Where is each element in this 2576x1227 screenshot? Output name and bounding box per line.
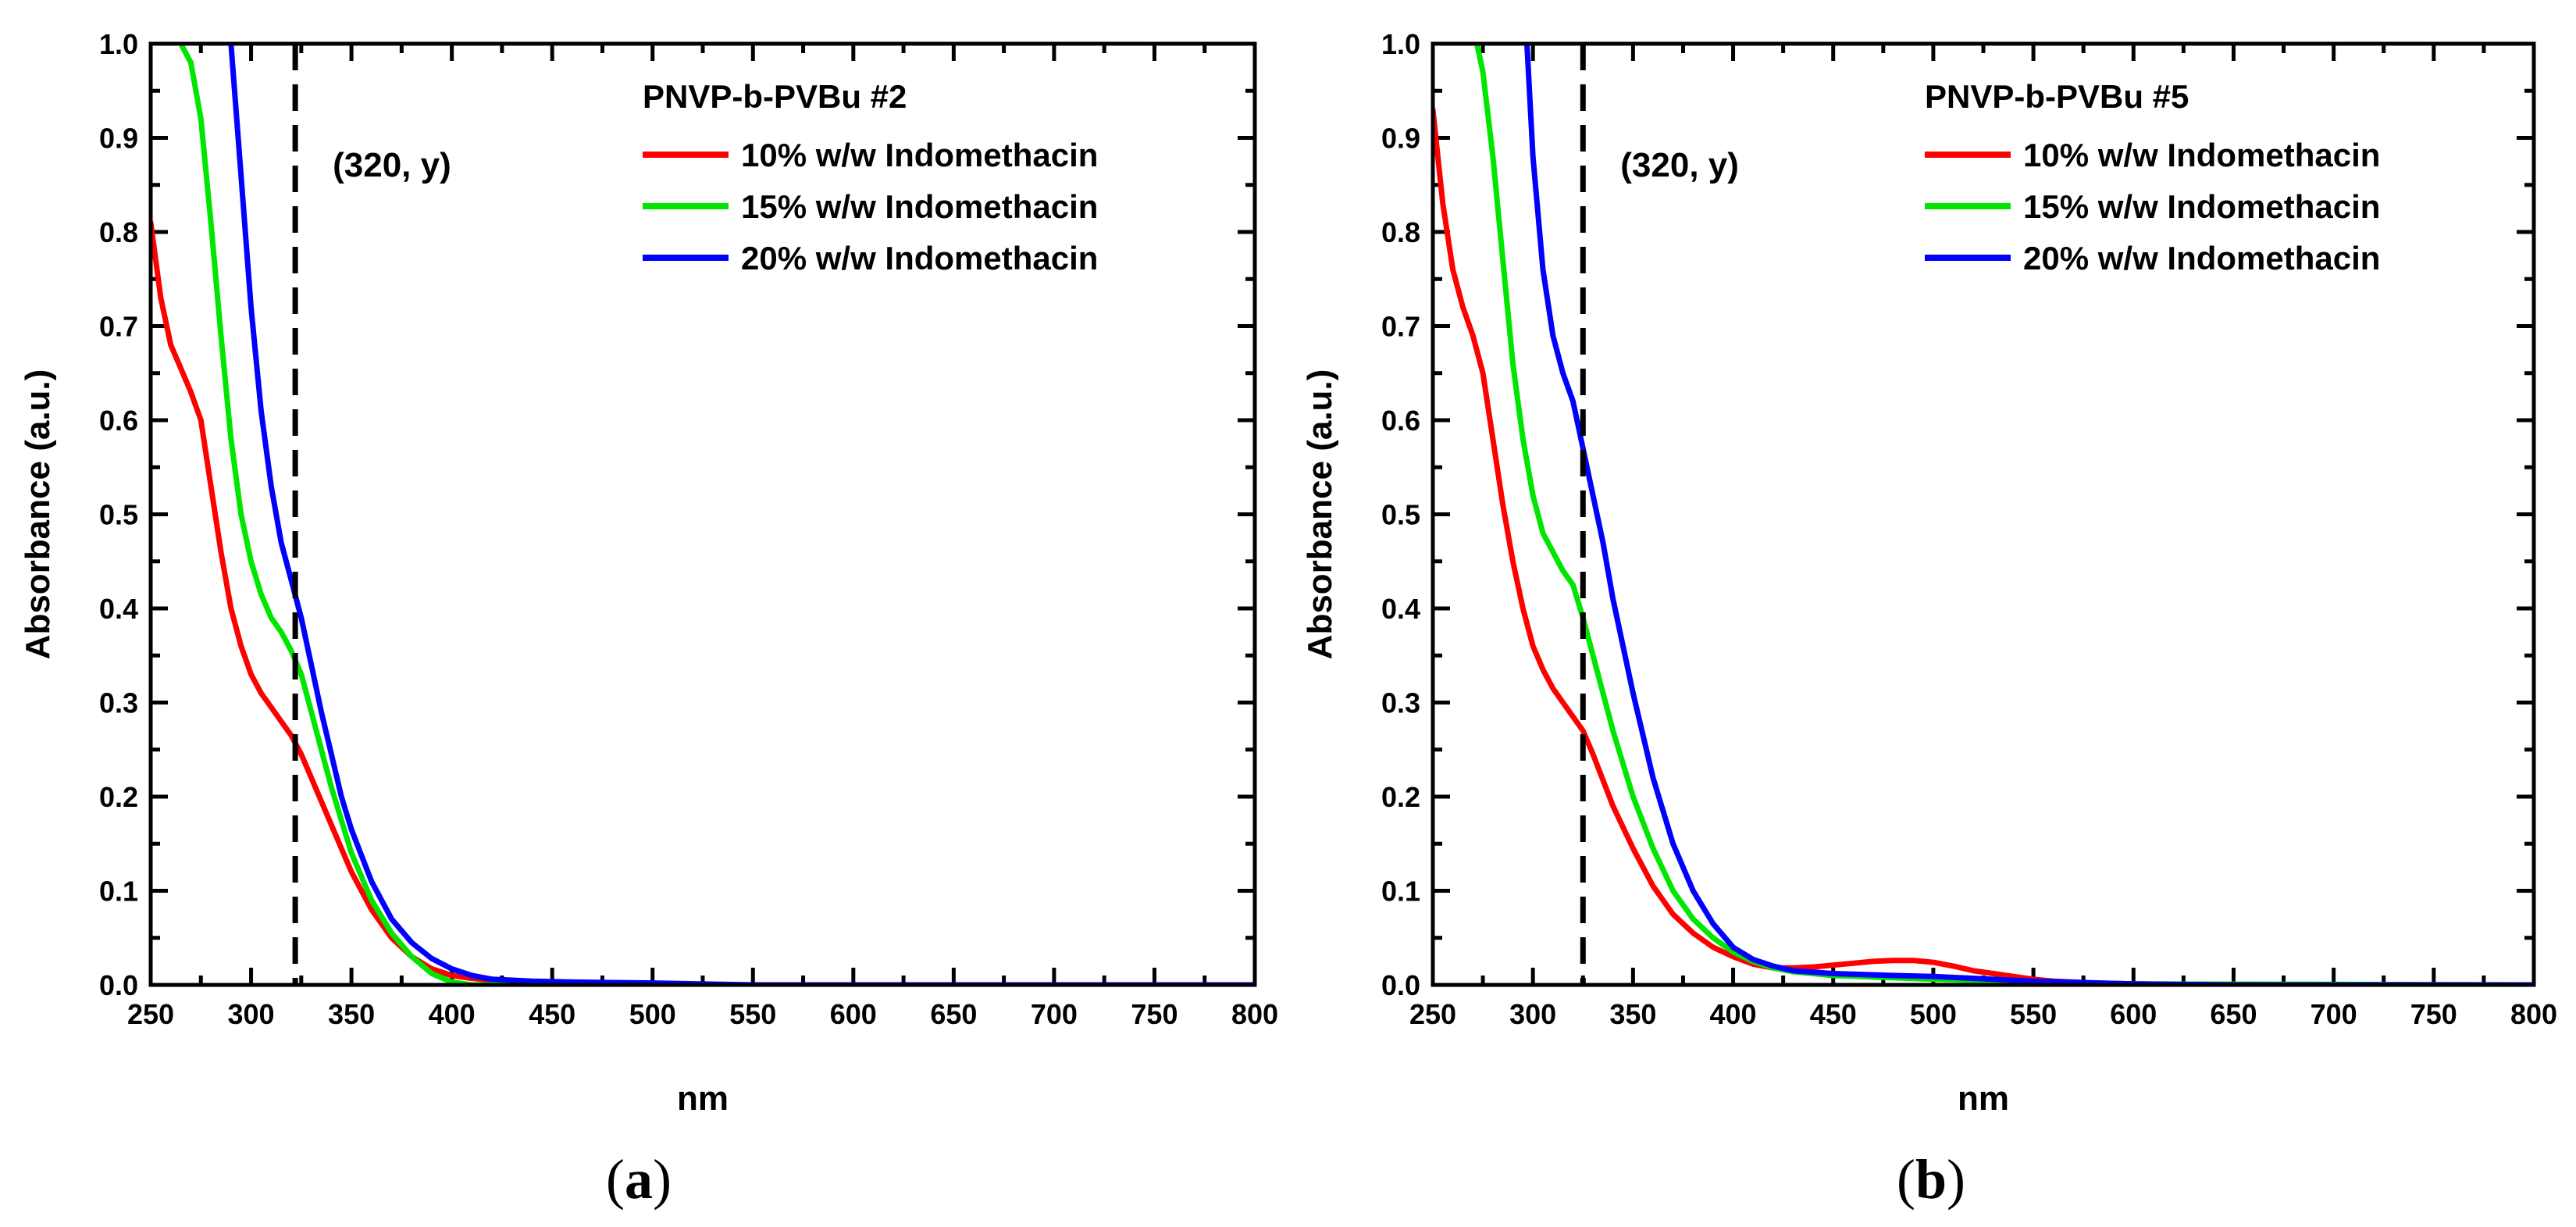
y-tick-label: 0.9 (1381, 123, 1420, 155)
y-tick-label: 0.7 (99, 311, 138, 343)
x-tick-label: 650 (930, 998, 977, 1030)
annotation-label: (320, y) (333, 146, 451, 184)
y-tick-label: 0.2 (1381, 781, 1420, 813)
x-tick-label: 400 (429, 998, 476, 1030)
series-line (1524, 44, 2534, 985)
y-tick-label: 0.7 (1381, 311, 1420, 343)
x-tick-label: 700 (2311, 998, 2357, 1030)
chart-panel-b: 250 300 350 400 450 500 550 600 650 700 750 800 0.0 0… (1301, 28, 2557, 1118)
caption-close-paren: ) (1947, 1148, 1965, 1211)
y-tick-label: 0.5 (1381, 499, 1420, 531)
y-tick-label: 0.4 (99, 593, 138, 625)
x-tick-label: 300 (228, 998, 275, 1030)
x-tick-label: 600 (2110, 998, 2157, 1030)
x-tick-label: 250 (127, 998, 174, 1030)
x-tick-label: 500 (629, 998, 676, 1030)
y-tick-label: 0.0 (99, 969, 138, 1001)
x-tick-label: 450 (529, 998, 575, 1030)
y-tick-label: 0.6 (1381, 405, 1420, 437)
y-axis-title: Absorbance (a.u.) (19, 369, 57, 660)
legend-title: PNVP-b-PVBu #2 (643, 78, 907, 115)
y-tick-label: 1.0 (1381, 28, 1420, 60)
y-tick-label: 0.8 (99, 216, 138, 248)
caption-letter: a (625, 1148, 653, 1211)
y-tick-label: 0.0 (1381, 969, 1420, 1001)
x-tick-label: 750 (2410, 998, 2457, 1030)
x-tick-label: 400 (1710, 998, 1757, 1030)
x-tick-label: 650 (2210, 998, 2257, 1030)
y-tick-label: 0.6 (99, 405, 138, 437)
legend-label: 10% w/w Indomethacin (2023, 137, 2380, 173)
y-tick-label: 0.1 (99, 876, 138, 908)
x-tick-label: 550 (2010, 998, 2057, 1030)
y-axis-title: Absorbance (a.u.) (1301, 369, 1339, 660)
plot-frame (148, 41, 1257, 987)
legend-label: 20% w/w Indomethacin (2023, 240, 2380, 276)
series-line (151, 219, 1255, 985)
chart-panel-a: 250 300 350 400 450 500 550 600 650 700 750 800 0.0 0… (19, 28, 1278, 1118)
y-tick-label: 0.9 (99, 123, 138, 155)
x-tick-label: 600 (830, 998, 877, 1030)
x-tick-label: 450 (1810, 998, 1857, 1030)
legend-label: 15% w/w Indomethacin (2023, 188, 2380, 225)
x-tick-label: 700 (1031, 998, 1078, 1030)
x-tick-label: 800 (1231, 998, 1278, 1030)
x-tick-label: 500 (1910, 998, 1957, 1030)
x-tick-label: 550 (729, 998, 776, 1030)
x-tick-label: 750 (1131, 998, 1178, 1030)
y-tick-label: 0.3 (99, 687, 138, 719)
series-line (1433, 106, 2534, 985)
caption-letter: b (1915, 1148, 1947, 1211)
y-tick-label: 0.3 (1381, 687, 1420, 719)
x-tick-label: 300 (1509, 998, 1556, 1030)
x-tick-label: 350 (1609, 998, 1656, 1030)
caption-close-paren: ) (653, 1148, 672, 1211)
legend-label: 15% w/w Indomethacin (741, 188, 1098, 225)
x-axis-title: nm (1958, 1079, 2009, 1118)
y-tick-label: 0.1 (1381, 876, 1420, 908)
annotation-label: (320, y) (1620, 146, 1739, 184)
y-tick-label: 1.0 (99, 28, 138, 60)
x-tick-label: 350 (328, 998, 375, 1030)
caption-open-paren: ( (1896, 1148, 1915, 1211)
caption-b: (b) (1814, 1148, 2048, 1211)
x-axis-title: nm (677, 1079, 729, 1118)
y-tick-label: 0.5 (99, 499, 138, 531)
x-tick-label: 800 (2510, 998, 2557, 1030)
legend-title: PNVP-b-PVBu #5 (1925, 78, 2189, 115)
y-tick-label: 0.4 (1381, 593, 1420, 625)
x-tick-label: 250 (1409, 998, 1456, 1030)
y-tick-label: 0.2 (99, 781, 138, 813)
caption-open-paren: ( (606, 1148, 625, 1211)
caption-a: (a) (522, 1148, 756, 1211)
legend-label: 10% w/w Indomethacin (741, 137, 1098, 173)
series-line (1473, 44, 2534, 985)
legend-label: 20% w/w Indomethacin (741, 240, 1098, 276)
plot-frame (1431, 41, 2536, 987)
y-tick-label: 0.8 (1381, 216, 1420, 248)
series-line (228, 44, 1255, 985)
